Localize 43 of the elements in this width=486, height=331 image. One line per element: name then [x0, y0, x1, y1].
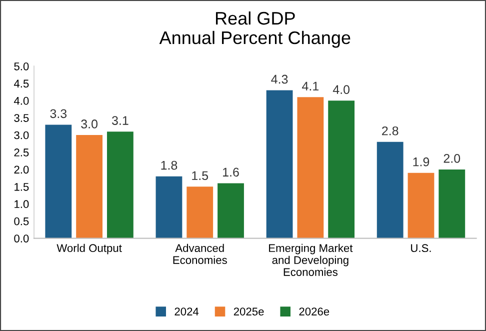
y-tick-label: 3.5	[14, 114, 29, 122]
bar	[218, 183, 244, 238]
legend-label: 2025e	[234, 308, 264, 316]
data-label: 4.3	[271, 74, 288, 84]
y-tick-label: 0.0	[14, 234, 29, 242]
legend-label: 2026e	[299, 308, 330, 316]
data-label: 4.1	[302, 82, 319, 90]
y-tick-label: 0.5	[14, 217, 29, 226]
y-tick-label: 2.0	[14, 166, 29, 174]
data-label: 1.8	[161, 160, 178, 170]
data-label: 2.0	[444, 154, 460, 163]
bar	[76, 135, 103, 238]
data-label: 3.1	[112, 116, 128, 125]
y-tick-label: 3.0	[14, 131, 29, 140]
chart-title: Real GDP Annual Percent Change	[159, 11, 350, 48]
data-label: 4.0	[332, 85, 350, 94]
y-tick-label: 1.5	[14, 183, 29, 191]
bar	[186, 186, 214, 238]
bar	[45, 124, 72, 238]
data-label: 1.9	[413, 157, 430, 166]
y-tick-label: 2.5	[14, 148, 29, 156]
bar	[156, 176, 182, 238]
x-tick-label: Emerging Market and Developing Economies	[269, 244, 353, 276]
bar	[408, 172, 434, 238]
y-tick-label: 4.5	[14, 80, 29, 88]
y-tick-label: 1.0	[14, 200, 29, 208]
data-label: 3.3	[50, 109, 67, 118]
bar	[266, 90, 293, 238]
y-tick-label: 4.0	[14, 96, 29, 105]
bar	[328, 100, 355, 238]
x-tick-label: U.S.	[411, 244, 431, 252]
legend-label: 2024	[174, 308, 199, 316]
x-tick-label: Advanced Economies	[173, 244, 227, 264]
data-label: 2.8	[382, 126, 398, 136]
bar	[106, 132, 134, 238]
y-tick-label: 5.0	[14, 62, 29, 70]
data-label: 3.0	[81, 120, 98, 128]
data-label: 1.6	[223, 168, 239, 177]
data-label: 1.5	[192, 171, 208, 180]
x-tick-label: World Output	[56, 244, 122, 254]
bar	[297, 97, 324, 238]
bar	[376, 142, 404, 238]
bar	[438, 169, 466, 238]
